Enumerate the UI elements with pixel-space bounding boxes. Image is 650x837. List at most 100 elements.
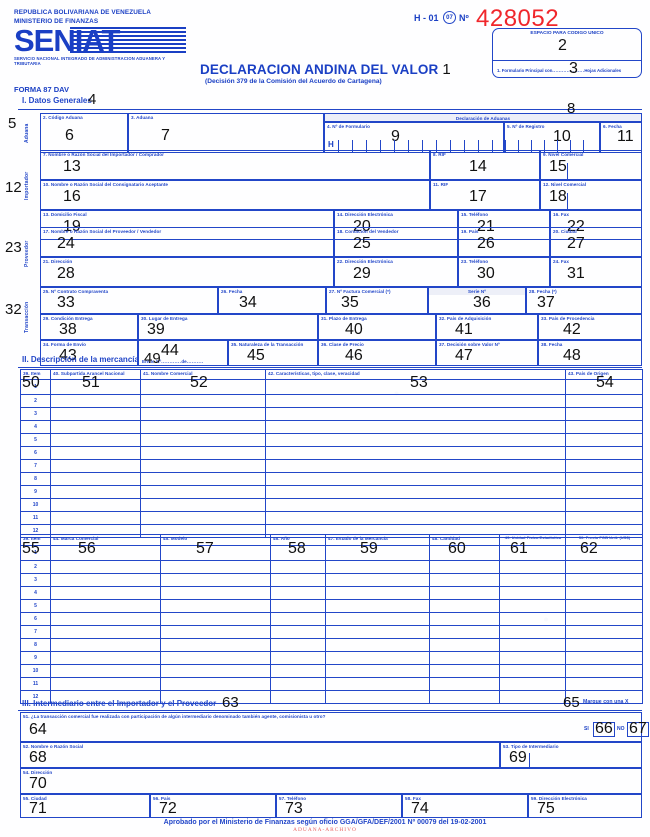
field-18-condicion-vendedor[interactable]: 18. Condición del Vendedor 25 [334, 227, 458, 257]
field-31-plazo-entrega[interactable]: 31. Plazo de Entrega 40 [318, 314, 436, 340]
si-checkbox[interactable] [593, 722, 615, 737]
marker-30: 30 [477, 265, 495, 282]
field-19-pais[interactable]: 19. País 26 [458, 227, 550, 257]
field-23-label: 23. Teléfono [461, 259, 489, 264]
table-row[interactable]: 3 [20, 573, 643, 587]
field-5-character-cells[interactable] [505, 140, 596, 152]
field-52-nombre-razon-social[interactable]: 52. Nombre o Razón Social 68 [20, 742, 500, 768]
table-row[interactable]: 1 [20, 379, 643, 395]
field-4-nro-formulario[interactable]: 4. Nº de Formulario 9 H [324, 122, 504, 153]
field-22-direccion-electronica[interactable]: 22. Dirección Electrónica 29 [334, 257, 458, 287]
marker-13: 13 [63, 158, 81, 175]
marker-46: 46 [345, 347, 363, 364]
field-serie-numero[interactable]: Serie Nº 36 [428, 287, 526, 314]
field-28-fecha[interactable]: 28. Fecha (*) 37 [526, 287, 642, 314]
unique-code-box[interactable]: ESPACIO PARA CODIGO UNICO 2 1. Formulari… [492, 28, 642, 78]
table-row[interactable]: 5 [20, 599, 643, 613]
field-10-consignatario[interactable]: 10. Nombre o Razón Social del Consignata… [40, 180, 430, 210]
table-row[interactable]: 11 [20, 677, 643, 691]
field-25-contrato[interactable]: 25. Nº Contrato Compraventa 33 [40, 287, 218, 314]
field-21-direccion[interactable]: 21. Dirección 28 [40, 257, 334, 287]
field-17-proveedor-nombre[interactable]: 17. Nombre o Razón Social del Proveedor … [40, 227, 334, 257]
field-26-fecha[interactable]: 26. Fecha 34 [218, 287, 326, 314]
field-envio-numero[interactable]: 44 Envío Nº............de.......... [138, 340, 228, 366]
field-21-label: 21. Dirección [43, 259, 73, 264]
table-row[interactable]: 9 [20, 485, 643, 499]
field-9-nivel-comercial[interactable]: 9. Nivel Comercial 15 [540, 150, 642, 180]
table-row[interactable]: 6 [20, 612, 643, 626]
field-24-fax[interactable]: 24. Fax 31 [550, 257, 642, 287]
field-8-rif[interactable]: 8. RIF 14 [430, 150, 540, 180]
table-row[interactable]: 7 [20, 459, 643, 473]
field-53-tipo-intermediario[interactable]: 53. Tipo de Intermediario 69 [500, 742, 642, 768]
marker-56: 56 [78, 540, 96, 557]
field-27-factura-comercial[interactable]: 27. Nº Factura Comercial (*) 35 [326, 287, 428, 314]
table-row[interactable]: 12 [20, 690, 643, 704]
field-33-pais-procedencia[interactable]: 33. País de Procedencia 42 [538, 314, 642, 340]
field-12-cells[interactable] [567, 193, 591, 209]
field-13-domicilio-fiscal[interactable]: 13. Domicilio Fiscal 19 [40, 210, 334, 240]
field-32-pais-adquisicion[interactable]: 32. País de Adquisición 41 [436, 314, 538, 340]
field-20-ciudad[interactable]: 20. Ciudad 27 [550, 227, 642, 257]
field-29-label: 29. Condición Entrega [43, 316, 93, 321]
table-row[interactable]: 5 [20, 433, 643, 447]
field-36-clase-precio[interactable]: 36. Clase de Precio 46 [318, 340, 436, 366]
field-14-direccion-electronica[interactable]: 14. Dirección Electrónica 20 [334, 210, 458, 240]
table-row[interactable]: 7 [20, 625, 643, 639]
field-34-forma-envio[interactable]: 34. Forma de Envío 43 [40, 340, 138, 366]
merchandise-table-b[interactable]: 39. Item 44. Marca Comercial 45. Modelo … [20, 534, 643, 704]
field-35-naturaleza-transaccion[interactable]: 35. Naturaleza de la Transacción 45 [228, 340, 318, 366]
field-29-condicion-entrega[interactable]: 29. Condición Entrega 38 [40, 314, 138, 340]
field-54-direccion[interactable]: 54. Dirección 70 [20, 768, 642, 794]
field-6-fecha[interactable]: 6. Fecha 11 [600, 122, 642, 153]
field-3-aduana[interactable]: 3. Aduana 7 [128, 113, 324, 153]
table-row[interactable]: 2 [20, 394, 643, 408]
field-51-question[interactable]: 51. ¿La transacción comercial fue realiz… [20, 712, 649, 742]
field-4-character-cells[interactable] [338, 140, 506, 152]
table-row[interactable]: 11 [20, 511, 643, 525]
field-15-telefono[interactable]: 15. Teléfono 21 [458, 210, 550, 240]
merchandise-table-a[interactable]: 39. Item 40. Subpartida Arancel Nacional… [20, 369, 643, 538]
cell-modelo[interactable] [160, 545, 271, 561]
row-number: 11 [20, 677, 51, 691]
field-2-codigo-aduana[interactable]: 2. Código Aduana 6 [40, 113, 128, 153]
field-57-label: 57. Teléfono [279, 796, 307, 801]
table-row[interactable]: 10 [20, 498, 643, 512]
field-59-direccion-electronica[interactable]: 59. Dirección Electrónica 75 [528, 794, 642, 818]
cell-precio[interactable] [565, 545, 643, 561]
marker-55: 55 [22, 540, 40, 557]
table-row[interactable]: 3 [20, 407, 643, 421]
cell-marca[interactable] [50, 545, 161, 561]
divider [493, 60, 641, 61]
field-38-fecha[interactable]: 38. Fecha 48 [538, 340, 642, 366]
table-row[interactable]: 6 [20, 446, 643, 460]
no-checkbox[interactable] [627, 722, 649, 737]
field-23-telefono[interactable]: 23. Teléfono 30 [458, 257, 550, 287]
table-row[interactable]: 4 [20, 586, 643, 600]
field-55-ciudad[interactable]: 55. Ciudad 71 [20, 794, 150, 818]
field-5-nro-registro[interactable]: 5. Nº de Registro 10 [504, 122, 600, 153]
field-30-lugar-entrega[interactable]: 30. Lugar de Entrega 39 [138, 314, 318, 340]
table-row[interactable]: 8 [20, 638, 643, 652]
field-53-cells[interactable] [529, 753, 547, 767]
field-37-decision-valor[interactable]: 37. Decisión sobre Valor Nº 47 [436, 340, 538, 366]
field-11-rif[interactable]: 11. RIF 17 [430, 180, 540, 210]
marker-61: 61 [510, 540, 528, 557]
field-56-pais[interactable]: 56. País 72 [150, 794, 276, 818]
table-row[interactable]: 1 [20, 545, 643, 561]
field-11-label: 11. RIF [433, 182, 449, 187]
field-58-fax[interactable]: 58. Fax 74 [402, 794, 528, 818]
table-row[interactable]: 9 [20, 651, 643, 665]
table-row[interactable]: 4 [20, 420, 643, 434]
field-9-cells[interactable] [567, 163, 591, 179]
marker-16: 16 [63, 188, 81, 205]
table-row[interactable]: 8 [20, 472, 643, 486]
field-7-importador-nombre[interactable]: 7. Nombre o Razón Social del Importador … [40, 150, 430, 180]
table-row[interactable]: 10 [20, 664, 643, 678]
marker-35: 35 [341, 294, 359, 311]
field-16-fax[interactable]: 16. Fax 22 [550, 210, 642, 240]
marker-17: 17 [469, 188, 487, 205]
field-12-nivel-comercial[interactable]: 12. Nivel Comercial 18 [540, 180, 642, 210]
field-57-telefono[interactable]: 57. Teléfono 73 [276, 794, 402, 818]
table-row[interactable]: 2 [20, 560, 643, 574]
